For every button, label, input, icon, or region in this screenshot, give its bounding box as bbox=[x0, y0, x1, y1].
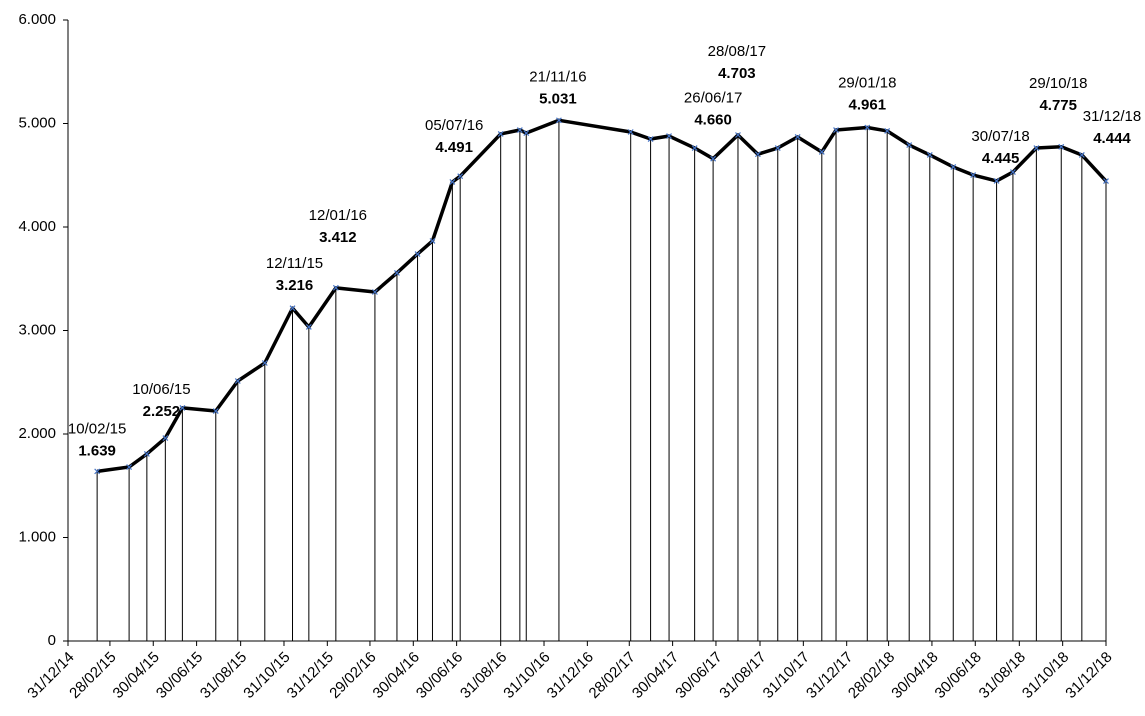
y-tick-label: 2.000 bbox=[18, 425, 56, 442]
marker bbox=[884, 128, 891, 134]
x-tick-label: 31/10/15 bbox=[240, 649, 293, 702]
y-tick-label: 5.000 bbox=[18, 114, 56, 131]
y-tick-label: 4.000 bbox=[18, 218, 56, 235]
x-tick-label: 30/06/18 bbox=[932, 649, 985, 702]
marker bbox=[497, 131, 504, 137]
marker bbox=[710, 155, 717, 162]
x-tick-label: 28/02/18 bbox=[845, 649, 898, 702]
y-tick-label: 6.000 bbox=[18, 11, 56, 28]
marker bbox=[289, 305, 296, 312]
point-date-label: 31/12/18 bbox=[1083, 108, 1141, 125]
data-label: 4.444 bbox=[1093, 130, 1131, 147]
point-date-label: 10/06/15 bbox=[132, 381, 190, 398]
point-date-label: 12/11/15 bbox=[266, 255, 323, 272]
x-tick-label: 31/10/17 bbox=[760, 649, 813, 702]
point-date-label: 10/02/15 bbox=[68, 420, 126, 437]
point-date-label: 26/06/17 bbox=[684, 90, 742, 107]
data-label: 4.961 bbox=[849, 97, 887, 114]
series-line bbox=[96, 118, 1108, 474]
marker bbox=[94, 468, 101, 475]
point-date-label: 12/01/16 bbox=[309, 207, 367, 224]
marker bbox=[950, 164, 957, 170]
marker bbox=[394, 270, 400, 276]
marker bbox=[970, 172, 977, 178]
x-tick-label: 30/06/15 bbox=[153, 649, 206, 702]
x-tick-label: 30/04/15 bbox=[110, 649, 163, 702]
marker bbox=[735, 132, 741, 138]
data-label: 4.775 bbox=[1039, 97, 1077, 114]
marker bbox=[691, 145, 698, 151]
marker bbox=[1078, 152, 1085, 158]
marker bbox=[523, 130, 530, 136]
marker bbox=[457, 173, 464, 180]
data-label: 4.491 bbox=[435, 139, 473, 156]
data-label: 4.660 bbox=[694, 112, 732, 129]
marker bbox=[162, 435, 169, 441]
marker bbox=[906, 142, 913, 148]
x-tick-label: 28/02/17 bbox=[586, 649, 639, 702]
x-tick-label: 31/10/16 bbox=[500, 649, 553, 702]
x-tick-label: 30/04/16 bbox=[370, 649, 423, 702]
marker bbox=[864, 124, 871, 131]
x-tick-label: 31/12/18 bbox=[1062, 649, 1115, 702]
marker bbox=[414, 251, 421, 257]
marker bbox=[926, 152, 933, 158]
marker bbox=[818, 149, 825, 155]
marker bbox=[371, 289, 378, 295]
marker bbox=[332, 284, 339, 291]
y-tick-label: 3.000 bbox=[18, 321, 56, 338]
y-tick-label: 0 bbox=[48, 632, 56, 649]
data-label: 1.639 bbox=[78, 442, 116, 459]
x-tick-label: 31/08/18 bbox=[976, 649, 1029, 702]
x-tick-label: 30/04/17 bbox=[629, 649, 682, 702]
marker bbox=[1103, 178, 1109, 184]
marker bbox=[794, 134, 801, 140]
marker bbox=[261, 360, 268, 366]
marker bbox=[1058, 143, 1065, 150]
point-date-label: 29/01/18 bbox=[838, 75, 896, 92]
marker bbox=[754, 151, 761, 158]
x-tick-label: 31/08/16 bbox=[457, 649, 510, 702]
point-date-label: 30/07/18 bbox=[971, 128, 1029, 145]
x-tick-label: 28/02/15 bbox=[66, 649, 119, 702]
marker bbox=[647, 136, 654, 142]
marker bbox=[774, 145, 781, 151]
x-tick-label: 30/04/18 bbox=[888, 649, 941, 702]
marker bbox=[556, 117, 562, 124]
marker bbox=[1033, 145, 1040, 151]
y-tick-label: 1.000 bbox=[18, 528, 56, 545]
marker bbox=[429, 238, 436, 244]
x-tick-label: 30/06/17 bbox=[672, 649, 725, 702]
marker bbox=[126, 464, 133, 470]
point-date-label: 28/08/17 bbox=[708, 43, 766, 60]
x-tick-label: 31/08/15 bbox=[197, 649, 250, 702]
marker bbox=[627, 129, 634, 135]
marker bbox=[179, 404, 186, 411]
marker bbox=[833, 127, 839, 133]
data-label: 3.412 bbox=[319, 229, 357, 246]
x-tick-label: 31/08/17 bbox=[716, 649, 769, 702]
data-label: 4.703 bbox=[718, 65, 756, 82]
marker bbox=[234, 378, 241, 384]
marker bbox=[305, 324, 312, 330]
data-label: 2.252 bbox=[143, 403, 181, 420]
x-tick-label: 30/06/16 bbox=[413, 649, 466, 702]
marker bbox=[449, 179, 456, 185]
point-date-label: 21/11/16 bbox=[529, 68, 586, 85]
point-date-label: 29/10/18 bbox=[1029, 75, 1087, 92]
data-label: 5.031 bbox=[539, 90, 577, 107]
point-date-label: 05/07/16 bbox=[425, 117, 483, 134]
data-label: 3.216 bbox=[276, 277, 314, 294]
marker bbox=[143, 451, 150, 457]
x-tick-label: 29/02/16 bbox=[326, 649, 379, 702]
x-tick-label: 31/10/18 bbox=[1019, 649, 1072, 702]
marker bbox=[993, 178, 1000, 184]
marker bbox=[212, 408, 219, 414]
data-label: 4.445 bbox=[982, 150, 1020, 167]
marker bbox=[1010, 169, 1016, 175]
marker bbox=[516, 127, 523, 133]
marker bbox=[666, 133, 672, 139]
